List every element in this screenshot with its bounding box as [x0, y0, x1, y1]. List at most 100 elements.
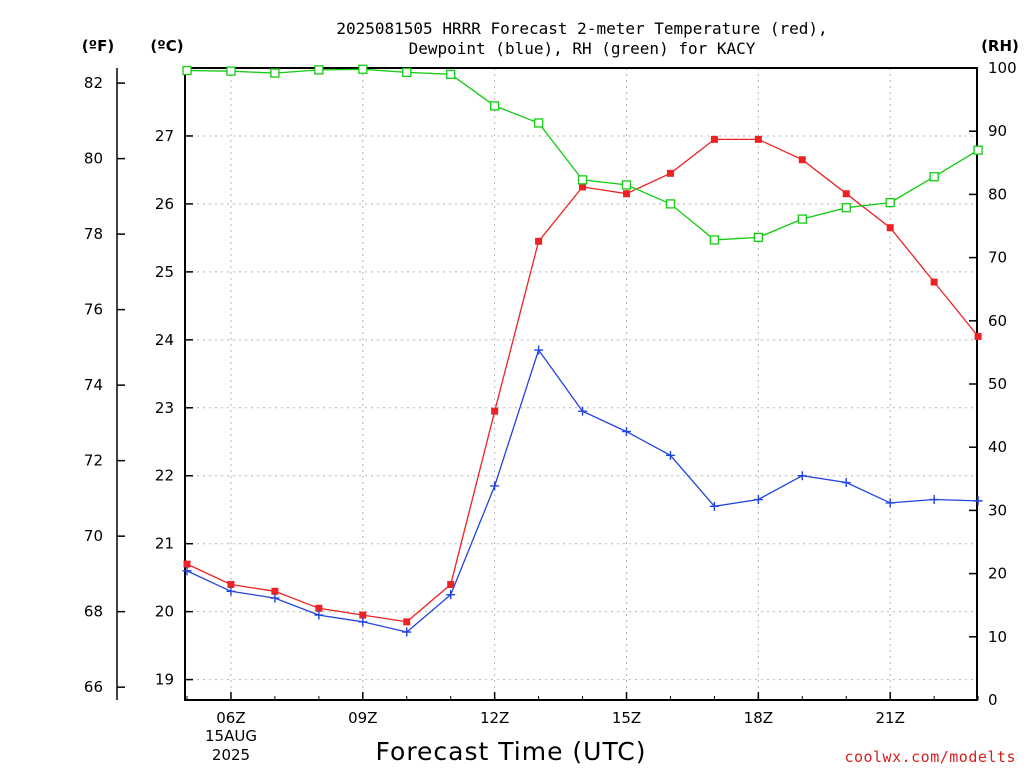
temperature-point	[535, 237, 543, 245]
x-tick-label: 09Z	[348, 709, 377, 727]
rh-tick-label: 50	[988, 375, 1007, 393]
dewpoint-point	[885, 498, 895, 508]
dewpoint-series	[182, 345, 983, 637]
rh-point	[358, 64, 368, 74]
fahrenheit-axis: 66 68 70 72 74 76 78 80 82	[84, 74, 125, 696]
fahrenheit-tick-label: 68	[84, 603, 103, 621]
rh-axis: 0 10 20 30 40 50 60 70 80 90 100	[969, 59, 1017, 709]
rh-point	[577, 175, 588, 185]
rh-point	[973, 145, 983, 155]
celsius-axis-unit: (ºC)	[150, 37, 183, 55]
rh-point	[489, 101, 500, 111]
rh-point	[621, 180, 632, 190]
temperature-point	[359, 611, 367, 619]
rh-tick-label: 70	[988, 249, 1007, 267]
rh-point	[314, 65, 324, 75]
grid-lines	[185, 68, 977, 700]
x-axis: 06Z 09Z 12Z 15Z 18Z 21Z	[186, 692, 979, 727]
fahrenheit-tick-label: 66	[84, 678, 103, 696]
rh-tick-label: 60	[988, 312, 1007, 330]
rh-point	[402, 67, 412, 78]
rh-tick-label: 40	[988, 438, 1007, 456]
fahrenheit-tick-label: 76	[84, 301, 103, 319]
temperature-point	[754, 135, 762, 143]
credit-text: coolwx.com/modelts	[844, 748, 1016, 766]
series-layer	[182, 64, 983, 637]
rh-point	[226, 66, 236, 76]
rh-axis-unit: (RH)	[981, 37, 1019, 55]
temperature-series	[183, 135, 982, 626]
rh-line	[186, 68, 979, 241]
x-tick-label: 12Z	[480, 709, 509, 727]
x-axis-label: Forecast Time (UTC)	[376, 737, 647, 766]
dewpoint-point	[578, 406, 588, 416]
rh-point	[753, 232, 763, 243]
rh-point	[797, 214, 807, 224]
temperature-point	[798, 156, 806, 164]
dewpoint-point	[797, 471, 807, 481]
temperature-point	[710, 135, 718, 143]
rh-point	[885, 197, 895, 208]
temperature-point	[491, 407, 499, 415]
rh-tick-label: 80	[988, 185, 1007, 203]
celsius-axis: 19 20 21 22 23 24 25 26 27	[155, 127, 193, 689]
date-label-year: 2025	[212, 746, 250, 764]
temperature-point	[579, 183, 587, 191]
celsius-tick-label: 19	[155, 671, 174, 689]
temperature-point	[886, 224, 894, 232]
celsius-tick-label: 27	[155, 127, 174, 145]
dewpoint-point	[490, 481, 500, 491]
rh-point	[929, 172, 939, 182]
celsius-tick-label: 20	[155, 603, 174, 621]
dewpoint-point	[446, 590, 456, 600]
dewpoint-point	[534, 345, 544, 355]
rh-point	[182, 65, 192, 76]
fahrenheit-tick-label: 78	[84, 225, 103, 243]
x-tick-label: 21Z	[876, 709, 905, 727]
rh-tick-label: 0	[988, 691, 998, 709]
celsius-tick-label: 21	[155, 535, 174, 553]
celsius-tick-label: 26	[155, 195, 174, 213]
rh-tick-label: 10	[988, 628, 1007, 646]
fahrenheit-tick-label: 80	[84, 150, 103, 168]
rh-point	[270, 68, 280, 78]
temperature-point	[315, 604, 323, 612]
fahrenheit-tick-label: 70	[84, 527, 103, 545]
date-label-day: 15AUG	[205, 727, 257, 745]
rh-point	[665, 199, 676, 209]
temperature-point	[403, 618, 411, 626]
temperature-point	[930, 278, 938, 286]
temperature-point	[183, 560, 191, 568]
chart-title-line-1: 2025081505 HRRR Forecast 2-meter Tempera…	[336, 19, 827, 38]
fahrenheit-tick-label: 82	[84, 74, 103, 92]
plot-frame	[184, 67, 978, 701]
fahrenheit-tick-label: 74	[84, 376, 103, 394]
celsius-tick-label: 25	[155, 263, 174, 281]
rh-point	[533, 118, 544, 128]
fahrenheit-tick-label: 72	[84, 452, 103, 470]
celsius-tick-label: 24	[155, 331, 174, 349]
fahrenheit-axis-unit: (ºF)	[82, 37, 114, 55]
dewpoint-point	[709, 501, 719, 511]
dewpoint-point	[753, 495, 763, 505]
chart-title-line-2: Dewpoint (blue), RH (green) for KACY	[409, 39, 756, 58]
dewpoint-point	[270, 593, 280, 603]
temperature-point	[974, 332, 982, 340]
dewpoint-point	[973, 496, 983, 506]
rh-point	[709, 235, 720, 245]
rh-point	[841, 203, 851, 213]
temperature-point	[842, 190, 850, 198]
celsius-tick-label: 22	[155, 467, 174, 485]
celsius-tick-label: 23	[155, 399, 174, 417]
rh-tick-label: 30	[988, 501, 1007, 519]
temperature-point	[666, 169, 674, 177]
temperature-point	[227, 580, 235, 588]
temperature-point	[447, 580, 455, 588]
x-tick-label: 06Z	[216, 709, 245, 727]
rh-tick-label: 100	[988, 59, 1017, 77]
rh-tick-label: 90	[988, 122, 1007, 140]
dewpoint-line	[186, 348, 979, 633]
rh-series	[182, 64, 983, 245]
x-tick-label: 15Z	[612, 709, 641, 727]
